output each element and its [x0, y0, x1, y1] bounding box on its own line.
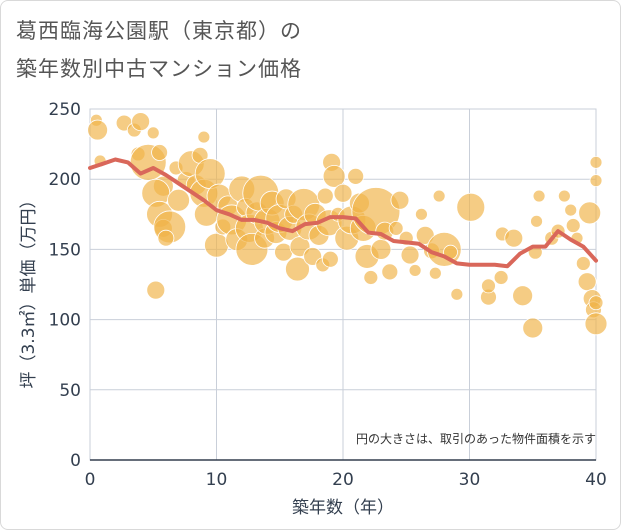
bubble-point [363, 270, 379, 285]
bubble-point [316, 187, 334, 205]
bubble-point [481, 278, 496, 294]
bubble-point [504, 228, 524, 248]
bubble-point [167, 188, 190, 212]
y-tick-label: 250 [49, 100, 81, 120]
bubble-point [146, 280, 166, 300]
bubble-point [197, 130, 211, 144]
x-tick-label: 40 [585, 470, 607, 490]
bubble-layer [87, 112, 608, 339]
chart-title-line2: 築年数別中古マンション価格 [16, 57, 302, 81]
bubble-point [400, 245, 420, 265]
average-price-line [88, 157, 598, 269]
bubble-point [564, 203, 578, 217]
bubble-point [370, 238, 392, 260]
bubble-point [512, 285, 534, 307]
bubble-point [321, 250, 339, 268]
bubble-point [381, 263, 399, 281]
bubble-point [322, 164, 346, 188]
bubble-point [347, 167, 365, 185]
bubble-point [557, 189, 571, 203]
y-tick-label: 150 [49, 240, 81, 260]
bubble-point [577, 272, 597, 292]
bubble-point [428, 266, 442, 280]
y-tick-label: 0 [70, 451, 81, 471]
bubble-point [522, 317, 544, 339]
trend-line-layer [88, 157, 598, 269]
bubble-point [157, 229, 175, 247]
bubble-point [285, 256, 310, 282]
y-tick-label: 100 [49, 311, 81, 331]
x-tick-label: 20 [332, 470, 354, 490]
bubble-point [578, 201, 602, 225]
bubble-point [408, 264, 422, 277]
bubble-point [530, 214, 543, 228]
chart-note: 円の大きさは、取引のあった物件面積を示す [356, 431, 596, 446]
bubble-point [456, 192, 486, 222]
bubble-point [589, 174, 603, 188]
y-tick-label: 50 [59, 381, 81, 401]
bubble-point [575, 256, 591, 271]
bubble-point [151, 144, 168, 161]
chart-title-line1: 葛西臨海公園駅（東京都）の [16, 19, 302, 43]
x-axis-label: 築年数（年） [292, 498, 394, 518]
bubble-point [588, 295, 604, 311]
bubble-point [415, 207, 428, 221]
bubble-point [390, 190, 410, 210]
bubble-point [584, 312, 608, 336]
bubble-point [146, 126, 160, 140]
bubble-point [87, 119, 108, 141]
y-tick-label: 200 [49, 170, 81, 190]
x-tick-label: 10 [206, 470, 228, 490]
bubble-point [565, 218, 581, 233]
axes: 0 10 20 30 40 0 50 100 150 200 250 [49, 100, 607, 490]
y-axis-label: 坪（3.3㎡）単価（万円） [19, 191, 39, 388]
bubble-point [204, 232, 229, 258]
bubble-point [333, 183, 353, 203]
x-tick-label: 0 [85, 470, 96, 490]
bubble-point [131, 112, 151, 132]
x-tick-label: 30 [459, 470, 481, 490]
bubble-point [493, 270, 509, 285]
bubble-point [589, 155, 603, 169]
bubble-point [450, 287, 464, 301]
bubble-point [532, 189, 546, 203]
bubble-point [388, 220, 404, 236]
bubble-point [432, 189, 446, 203]
